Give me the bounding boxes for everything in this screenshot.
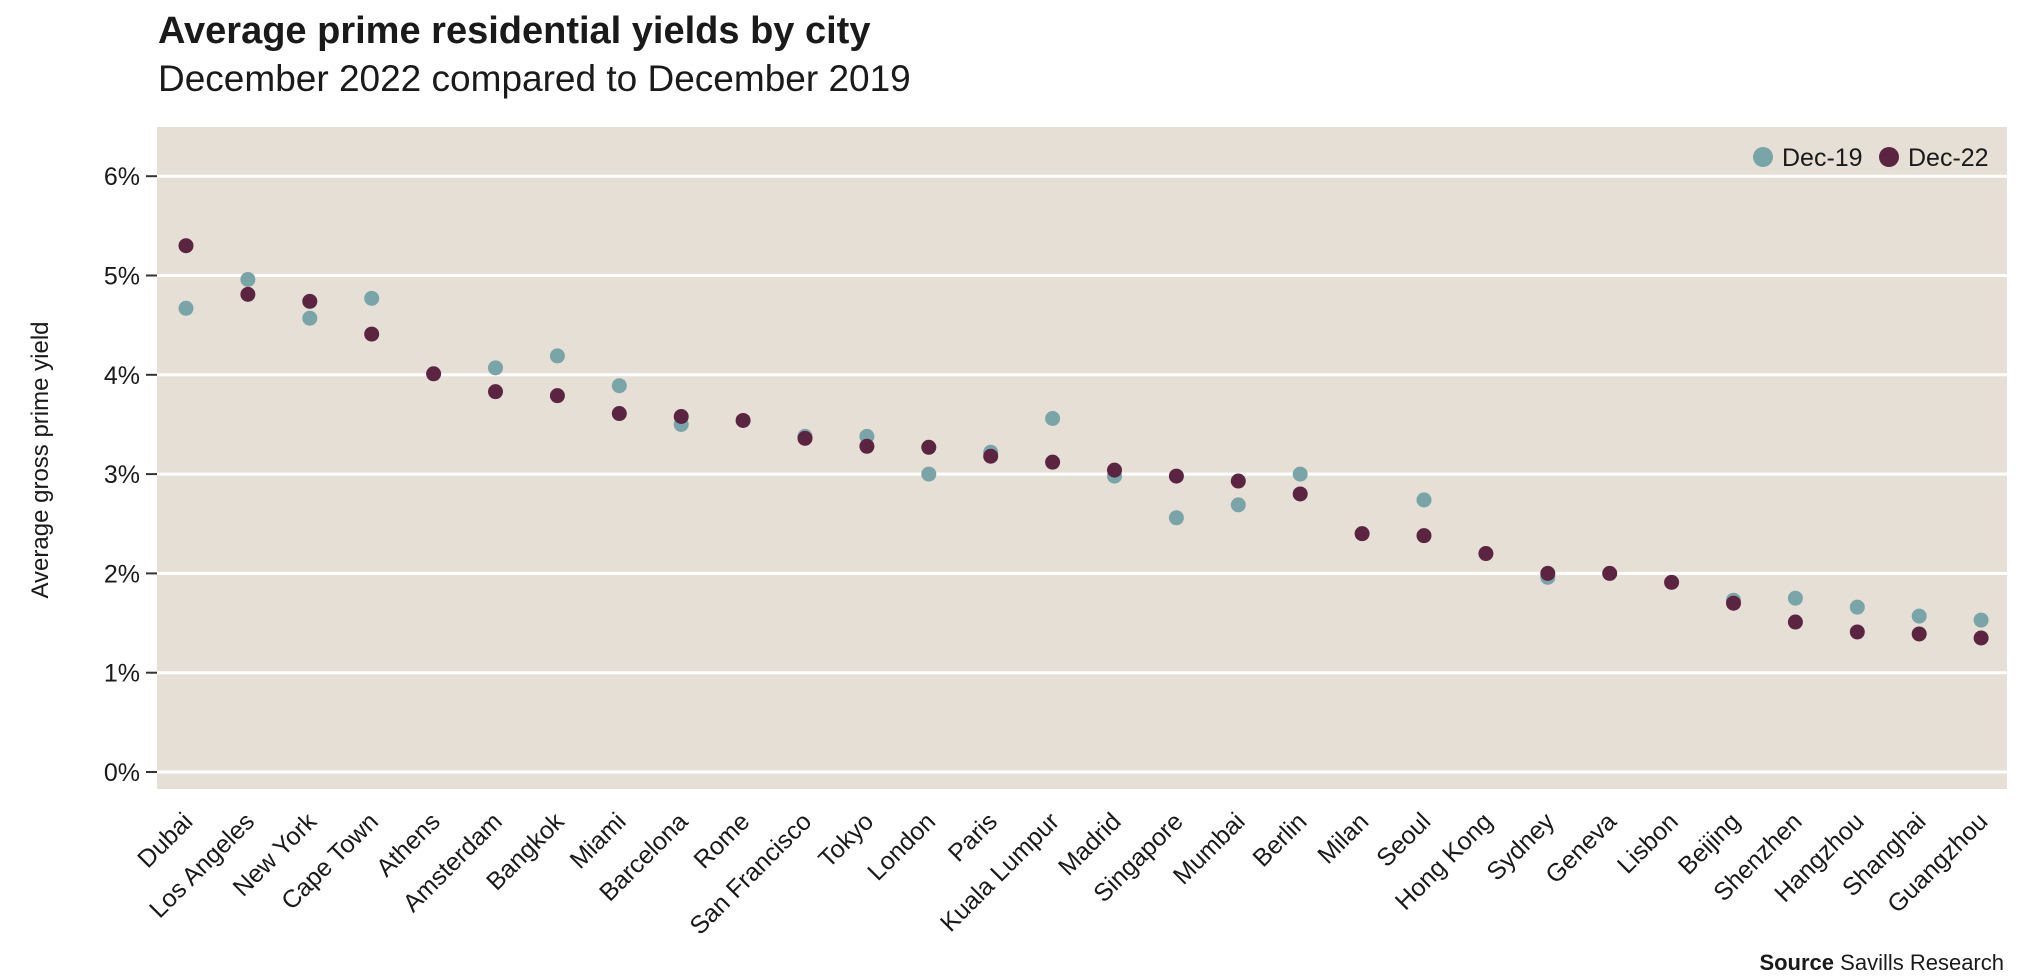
- data-point: [1416, 528, 1432, 544]
- legend-marker: [1879, 147, 1899, 167]
- data-point: [302, 310, 318, 326]
- data-point: [1292, 466, 1308, 482]
- data-point: [1478, 546, 1494, 562]
- data-point: [364, 290, 380, 306]
- data-point: [1911, 626, 1927, 642]
- data-point: [797, 430, 813, 446]
- data-point: [549, 388, 565, 404]
- source-label: Source: [1759, 950, 1835, 975]
- data-point: [1292, 486, 1308, 502]
- data-point: [1230, 473, 1246, 489]
- source-note: Source Savills Research: [1759, 950, 2004, 976]
- data-point: [1045, 454, 1061, 470]
- data-point: [983, 448, 999, 464]
- y-tick-label: 5%: [104, 263, 140, 291]
- data-point: [673, 409, 689, 425]
- data-point: [1849, 624, 1865, 640]
- y-tick-label: 4%: [104, 362, 140, 390]
- data-point: [611, 406, 627, 422]
- data-point: [488, 384, 503, 400]
- data-point: [240, 286, 256, 302]
- x-tick-label: Lisbon: [1612, 807, 1684, 879]
- data-point: [1602, 565, 1618, 581]
- data-point: [1664, 574, 1680, 590]
- data-point: [1168, 468, 1184, 484]
- data-points: [178, 238, 1989, 646]
- x-tick-label: London: [862, 807, 941, 886]
- data-point: [921, 466, 937, 482]
- x-tick-label: Geneva: [1540, 807, 1622, 889]
- y-tick-label: 1%: [104, 660, 140, 688]
- data-point: [1973, 630, 1989, 646]
- legend-marker: [1753, 147, 1773, 167]
- data-point: [1787, 614, 1803, 630]
- y-tick-label: 0%: [104, 759, 140, 787]
- data-point: [1168, 510, 1184, 526]
- data-point: [1540, 565, 1556, 581]
- data-point: [859, 438, 875, 454]
- data-point: [488, 360, 503, 376]
- data-point: [735, 412, 751, 428]
- data-point: [1416, 492, 1432, 508]
- data-point: [1787, 590, 1803, 606]
- source-text: Savills Research: [1840, 950, 2004, 975]
- legend: Dec-19 Dec-22: [1753, 144, 1989, 172]
- data-point: [1726, 595, 1741, 611]
- data-point: [240, 271, 256, 287]
- legend-label: Dec-22: [1908, 144, 1989, 172]
- chart-subtitle: December 2022 compared to December 2019: [158, 58, 911, 99]
- x-tick-label: Milan: [1312, 807, 1374, 869]
- x-tick-label: Berlin: [1247, 807, 1312, 872]
- y-axis: 0% 1% 2% 3% 4% 5% 6%: [104, 163, 157, 787]
- data-point: [921, 439, 937, 455]
- data-point: [1045, 410, 1061, 426]
- chart-title: Average prime residential yields by city: [158, 10, 871, 52]
- data-point: [178, 300, 194, 316]
- data-point: [1354, 526, 1370, 542]
- data-point: [1230, 497, 1246, 513]
- legend-label: Dec-19: [1782, 144, 1863, 172]
- gridlines: [157, 174, 2007, 774]
- data-point: [549, 348, 565, 364]
- y-axis-title: Average gross prime yield: [27, 321, 54, 598]
- y-tick-label: 6%: [104, 163, 140, 191]
- data-point: [1973, 612, 1989, 628]
- data-point: [426, 366, 442, 382]
- y-tick-label: 2%: [104, 560, 140, 588]
- data-point: [1911, 608, 1927, 624]
- data-point: [1849, 599, 1865, 615]
- data-point: [178, 238, 194, 254]
- plot-area: [157, 127, 2007, 789]
- data-point: [302, 293, 318, 309]
- data-point: [611, 378, 627, 394]
- data-point: [1107, 462, 1122, 478]
- data-point: [364, 326, 380, 342]
- y-tick-label: 3%: [104, 461, 140, 489]
